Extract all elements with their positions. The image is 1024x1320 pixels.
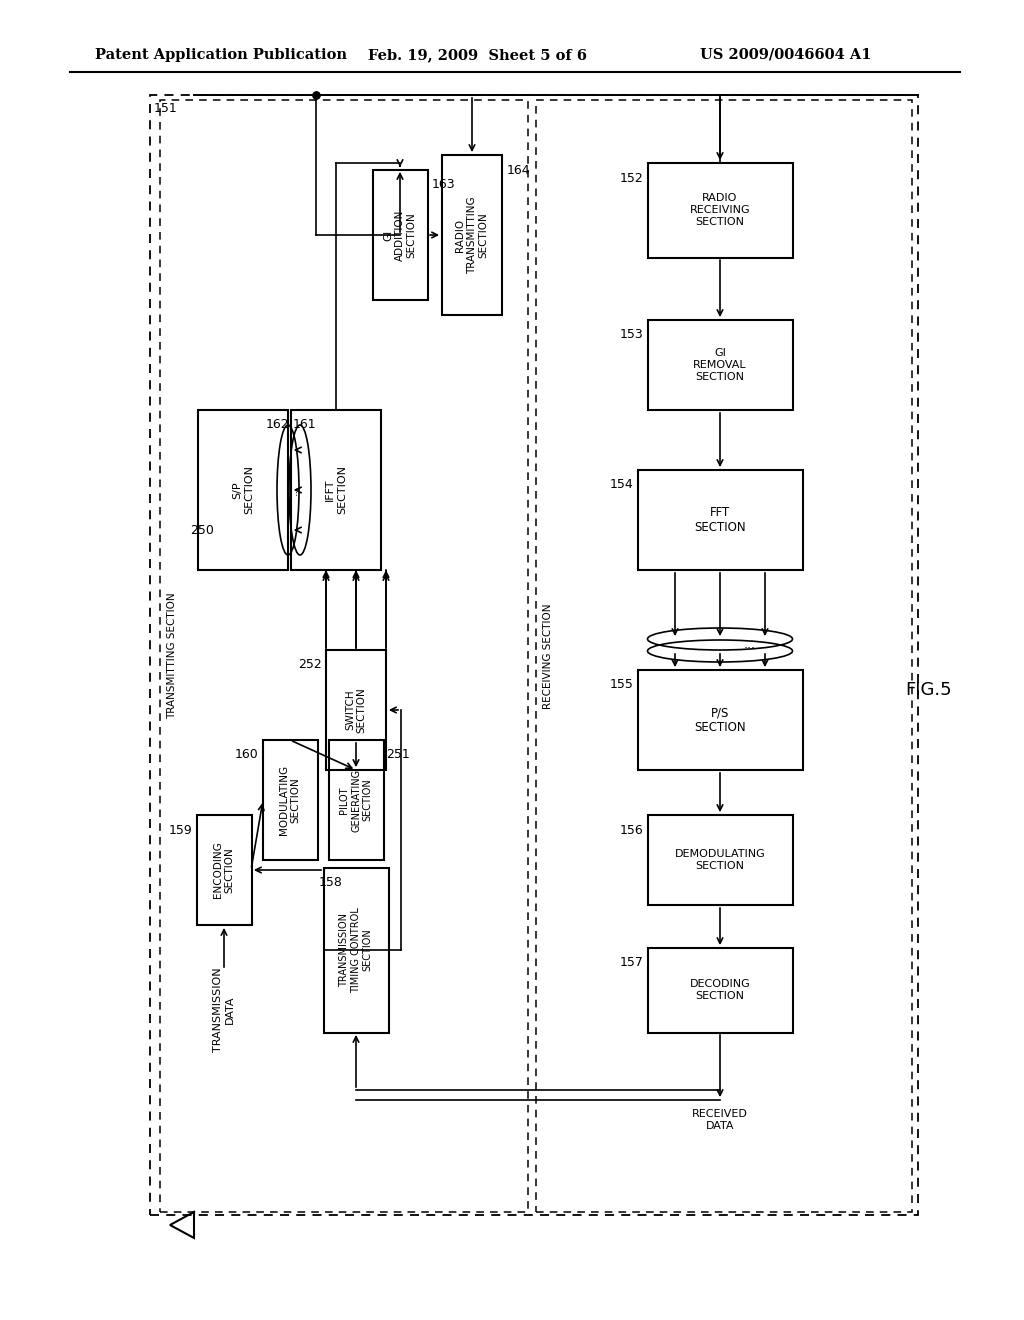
Text: 164: 164 (507, 164, 530, 177)
Text: P/S
SECTION: P/S SECTION (694, 706, 745, 734)
Text: RECEIVING SECTION: RECEIVING SECTION (543, 603, 553, 709)
Text: 152: 152 (620, 172, 644, 185)
Text: 251: 251 (386, 748, 410, 762)
Text: RECEIVED
DATA: RECEIVED DATA (692, 1109, 748, 1131)
Bar (648, 319, 793, 411)
Bar (648, 814, 793, 906)
Text: Feb. 19, 2009  Sheet 5 of 6: Feb. 19, 2009 Sheet 5 of 6 (368, 48, 587, 62)
Text: TRANSMISSION
TIMING CONTROL
SECTION: TRANSMISSION TIMING CONTROL SECTION (339, 907, 373, 993)
Text: RADIO
RECEIVING
SECTION: RADIO RECEIVING SECTION (690, 194, 751, 227)
Text: 250: 250 (190, 524, 214, 536)
Bar (373, 170, 428, 300)
Text: ...: ... (744, 639, 756, 652)
Bar (291, 411, 381, 570)
Text: IFFT
SECTION: IFFT SECTION (326, 466, 347, 515)
Bar (198, 411, 288, 570)
Text: 158: 158 (319, 876, 343, 890)
Text: 154: 154 (610, 479, 634, 491)
Text: 153: 153 (620, 329, 644, 342)
Text: 156: 156 (620, 824, 644, 837)
Text: DEMODULATING
SECTION: DEMODULATING SECTION (675, 849, 765, 871)
Bar (197, 814, 252, 925)
Text: 159: 159 (169, 824, 193, 837)
Bar (329, 741, 384, 861)
Text: ENCODING
SECTION: ENCODING SECTION (213, 842, 234, 899)
Text: 160: 160 (234, 748, 259, 762)
Bar (150, 95, 918, 1214)
Text: 155: 155 (610, 678, 634, 692)
Bar (638, 470, 803, 570)
Bar (442, 154, 502, 315)
Text: 162: 162 (266, 418, 290, 432)
Bar (536, 100, 912, 1212)
Text: TRANSMITTING SECTION: TRANSMITTING SECTION (167, 593, 177, 719)
Text: 252: 252 (298, 659, 322, 672)
Bar (648, 162, 793, 257)
Text: S/P
SECTION: S/P SECTION (232, 466, 254, 515)
Text: RADIO
TRANSMITTING
SECTION: RADIO TRANSMITTING SECTION (456, 197, 488, 273)
Text: US 2009/0046604 A1: US 2009/0046604 A1 (700, 48, 871, 62)
Bar (648, 948, 793, 1034)
Text: FFT
SECTION: FFT SECTION (694, 506, 745, 535)
Text: PILOT
GENERATING
SECTION: PILOT GENERATING SECTION (339, 768, 373, 832)
Text: 151: 151 (154, 102, 178, 115)
Bar (263, 741, 318, 861)
Text: GI
REMOVAL
SECTION: GI REMOVAL SECTION (693, 348, 746, 381)
Text: DECODING
SECTION: DECODING SECTION (689, 979, 751, 1001)
Text: 163: 163 (432, 178, 456, 191)
Bar (638, 671, 803, 770)
Text: Patent Application Publication: Patent Application Publication (95, 48, 347, 62)
Bar (326, 649, 386, 770)
Text: MODULATING
SECTION: MODULATING SECTION (280, 764, 301, 836)
Text: 157: 157 (620, 957, 644, 969)
Text: SWITCH
SECTION: SWITCH SECTION (345, 688, 367, 733)
Text: ...: ... (289, 484, 299, 495)
Text: GI
ADDITION
SECTION: GI ADDITION SECTION (383, 210, 417, 260)
Bar (160, 100, 528, 1212)
Text: FIG.5: FIG.5 (905, 681, 951, 700)
Text: TRANSMISSION
DATA: TRANSMISSION DATA (213, 968, 234, 1052)
Text: 161: 161 (293, 418, 316, 432)
Bar (324, 869, 389, 1034)
